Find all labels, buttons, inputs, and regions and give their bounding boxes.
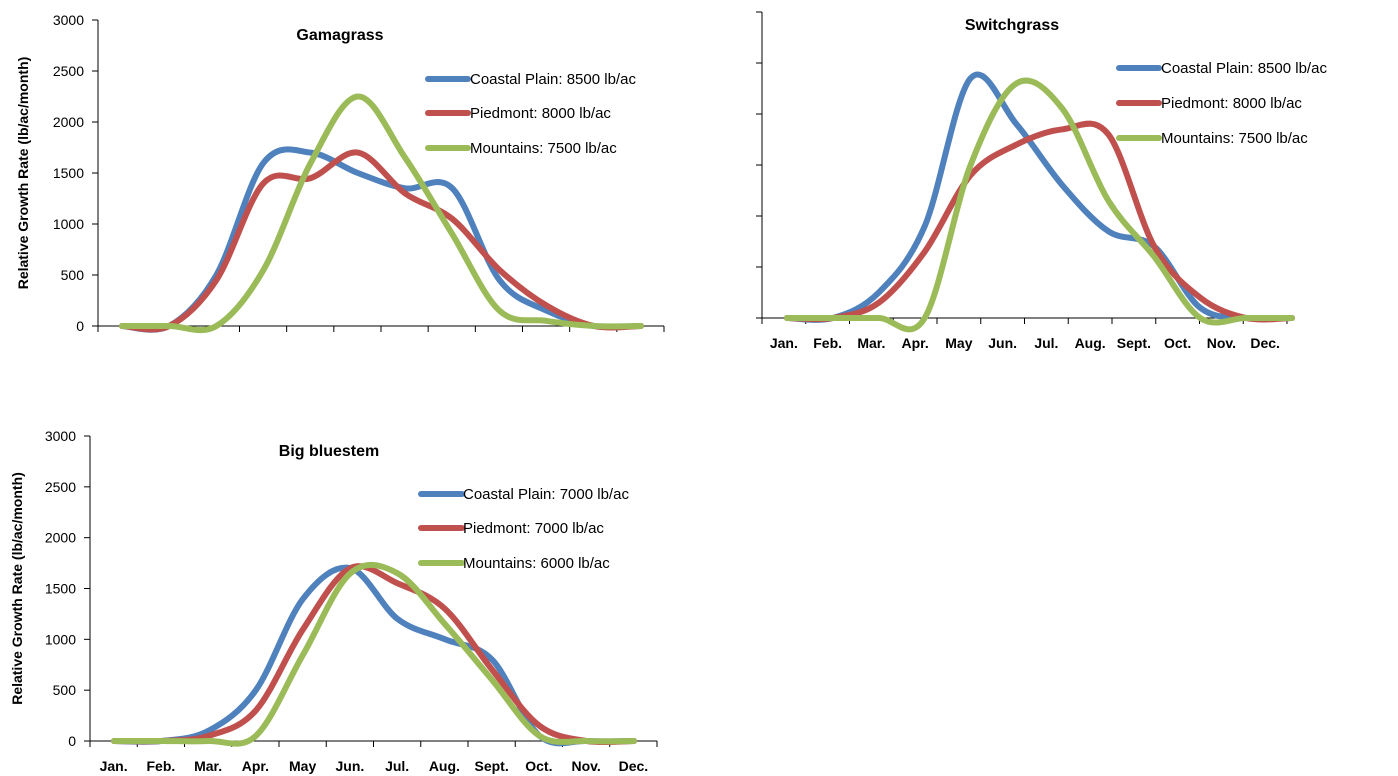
y-tick-label: 2000: [45, 530, 76, 546]
series-line-0: [784, 71, 1295, 323]
legend-label-2: Mountains: 7500 lb/ac: [470, 140, 617, 157]
x-tick-label: Jul.: [1034, 335, 1058, 351]
y-axis-title: Relative Growth Rate (lb/ac/month): [9, 472, 25, 705]
y-tick-label: 2500: [45, 479, 76, 495]
chart-title: Big bluestem: [279, 443, 379, 460]
x-tick-label: May: [945, 335, 972, 351]
chart-0: 0 500 1000 1500 2000 2500 3000 Relative Growth …: [15, 12, 665, 334]
x-tick-label: May: [289, 758, 316, 774]
y-tick-label: 500: [61, 267, 85, 283]
x-tick-label: Mar.: [194, 758, 222, 774]
y-tick-label: 3000: [53, 12, 84, 28]
y-tick-label: 0: [68, 733, 76, 749]
x-tick-label: Oct.: [525, 758, 552, 774]
legend-label-0: Coastal Plain: 8500 lb/ac: [1161, 60, 1327, 77]
legend-label-1: Piedmont: 8000 lb/ac: [470, 105, 611, 122]
y-tick-label: 1000: [53, 216, 84, 232]
x-tick-label: Nov.: [571, 758, 600, 774]
legend-label-1: Piedmont: 8000 lb/ac: [1161, 95, 1302, 112]
series-line-2: [111, 562, 637, 747]
x-tick-label: Aug.: [429, 758, 460, 774]
x-tick-label: Jun.: [335, 758, 364, 774]
chart-title: Switchgrass: [965, 17, 1059, 34]
y-tick-label: 1500: [45, 581, 76, 597]
x-tick-label: Feb.: [813, 335, 842, 351]
x-tick-label: Nov.: [1207, 335, 1236, 351]
chart-1: Jan. Feb. Mar. Apr. May Jun. Jul. Aug. Sept. Oct.…: [756, 11, 1327, 351]
y-axis-title: Relative Growth Rate (lb/ac/month): [15, 57, 31, 290]
series-line-2: [119, 93, 644, 334]
x-tick-label: Sept.: [1117, 335, 1151, 351]
y-tick-label: 500: [53, 682, 77, 698]
series-line-1: [784, 120, 1295, 323]
x-tick-label: Oct.: [1164, 335, 1191, 351]
legend-label-2: Mountains: 7500 lb/ac: [1161, 130, 1308, 147]
legend-label-2: Mountains: 6000 lb/ac: [463, 555, 610, 572]
legend-label-0: Coastal Plain: 7000 lb/ac: [463, 486, 629, 503]
legend-label-0: Coastal Plain: 8500 lb/ac: [470, 71, 636, 88]
y-tick-label: 1500: [53, 165, 84, 181]
series-line-0: [111, 564, 637, 747]
x-tick-label: Apr.: [902, 335, 929, 351]
y-tick-label: 3000: [45, 428, 76, 444]
y-tick-label: 1000: [45, 631, 76, 647]
x-tick-label: Dec.: [1250, 335, 1280, 351]
x-tick-label: Dec.: [619, 758, 649, 774]
x-tick-label: Jan.: [100, 758, 128, 774]
legend-label-1: Piedmont: 7000 lb/ac: [463, 520, 604, 537]
x-tick-label: Jan.: [770, 335, 798, 351]
x-tick-label: Apr.: [242, 758, 269, 774]
series-line-1: [111, 563, 637, 746]
y-tick-label: 2000: [53, 114, 84, 130]
x-tick-label: Aug.: [1075, 335, 1106, 351]
y-tick-label: 2500: [53, 63, 84, 79]
chart-title: Gamagrass: [296, 27, 383, 44]
x-tick-label: Sept.: [475, 758, 509, 774]
series-line-1: [119, 149, 644, 333]
x-tick-label: Jul.: [385, 758, 409, 774]
x-tick-label: Jun.: [988, 335, 1017, 351]
y-tick-label: 0: [76, 318, 84, 334]
x-tick-label: Mar.: [857, 335, 885, 351]
x-tick-label: Feb.: [146, 758, 175, 774]
chart-2: 0 500 1000 1500 2000 2500 3000 Jan. Feb. Mar. Apr.…: [9, 428, 658, 774]
series-line-2: [784, 77, 1295, 333]
